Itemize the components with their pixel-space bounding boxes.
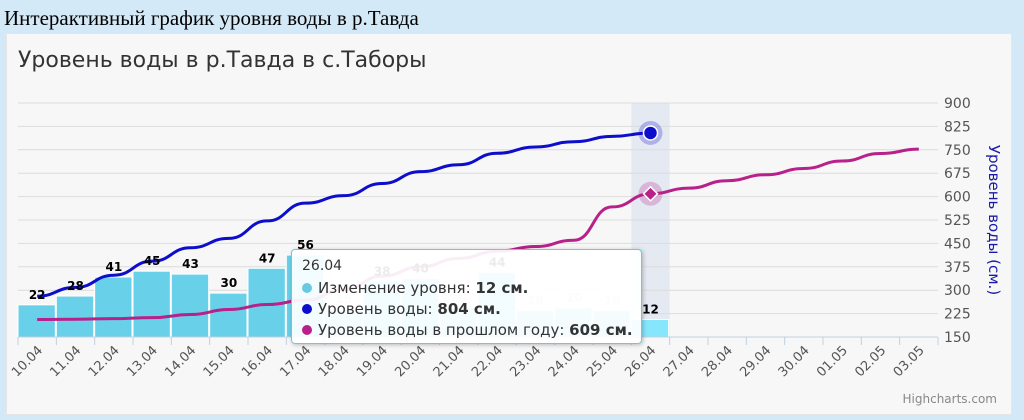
tooltip-date: 26.04 <box>302 258 343 274</box>
x-tick-label: 27.04 <box>661 343 698 380</box>
chart[interactable]: Уровень воды в р.Тавда в с.Таборы 22 28 41… <box>7 34 1011 414</box>
x-tick-label: 22.04 <box>469 343 506 380</box>
tooltip-row-last-year: Уровень воды в прошлом году: 609 см. <box>302 320 633 341</box>
x-tick-label: 11.04 <box>47 343 84 380</box>
bar <box>55 295 95 338</box>
x-tick-label: 16.04 <box>239 343 276 380</box>
bar <box>170 273 210 338</box>
y-tick-label: 300 <box>944 283 971 299</box>
x-tick-label: 30.04 <box>776 343 813 380</box>
series-dot-icon <box>302 324 312 335</box>
tooltip-value: 12 см. <box>475 279 529 297</box>
y-tick-label: 525 <box>944 213 971 229</box>
y-tick-label: 150 <box>944 330 971 346</box>
tooltip-value: 609 см. <box>569 321 633 339</box>
bar <box>209 292 248 338</box>
bar-data-label: 30 <box>220 276 237 290</box>
x-tick-label: 25.04 <box>584 343 621 380</box>
credits-link[interactable]: Highcharts.com <box>902 392 997 406</box>
marker-level <box>642 125 659 141</box>
tooltip-label: Уровень воды в прошлом году: <box>318 321 565 339</box>
y-tick-label: 675 <box>944 166 971 182</box>
x-tick-label: 14.04 <box>162 343 199 380</box>
tooltip-label: Уровень воды: <box>318 300 433 318</box>
tooltip-row-change: Изменение уровня: 12 см. <box>302 278 631 299</box>
bar-data-label: 56 <box>297 238 314 252</box>
bar-data-label: 12 <box>642 302 659 316</box>
tooltip-value: 804 см. <box>437 300 501 318</box>
y-tick-label: 750 <box>944 143 971 159</box>
tooltip-row-level: Уровень воды: 804 см. <box>302 299 631 320</box>
x-tick-label: 03.05 <box>891 343 928 380</box>
y-tick-label: 225 <box>944 307 971 323</box>
x-tick-label: 29.04 <box>737 343 774 380</box>
x-tick-label: 01.05 <box>814 343 851 380</box>
chart-panel: Уровень воды в р.Тавда в с.Таборы 22 28 41… <box>6 33 1012 415</box>
x-tick-label: 20.04 <box>392 343 429 380</box>
y-tick-label: 600 <box>944 190 971 206</box>
bar-data-label: 47 <box>259 251 276 265</box>
x-tick-label: 10.04 <box>9 343 46 380</box>
x-tick-label: 26.04 <box>622 343 659 380</box>
x-tick-label: 13.04 <box>124 343 161 380</box>
x-tick-label: 12.04 <box>86 343 123 380</box>
x-tick-label: 02.05 <box>852 343 889 380</box>
series-dot-icon <box>302 282 312 293</box>
x-tick-label: 15.04 <box>201 343 238 380</box>
series-dot-icon <box>302 303 312 314</box>
bar <box>132 270 171 338</box>
marker-last-year <box>642 185 659 202</box>
x-tick-label: 18.04 <box>316 343 353 380</box>
bar-data-label: 43 <box>182 257 199 271</box>
bar <box>94 276 133 338</box>
x-tick-label: 28.04 <box>699 343 736 380</box>
x-tick-label: 19.04 <box>354 343 391 380</box>
y-tick-label: 900 <box>944 96 971 112</box>
bar-data-label: 45 <box>144 254 161 268</box>
tooltip-label: Изменение уровня: <box>318 279 471 297</box>
x-tick-label: 23.04 <box>507 343 544 380</box>
bar-data-label: 41 <box>105 260 122 274</box>
page-heading: Интерактивный график уровня воды в р.Тав… <box>4 6 419 30</box>
y-tick-label: 450 <box>944 236 971 252</box>
y-tick-label: 375 <box>944 260 971 276</box>
y-tick-label: 825 <box>944 119 971 135</box>
series-line-level <box>37 131 651 298</box>
y-axis-title: Уровень воды (см.) <box>985 145 1003 295</box>
x-tick-label: 24.04 <box>546 343 583 380</box>
bar-data-label: 28 <box>67 279 84 293</box>
chart-title: Уровень воды в р.Тавда в с.Таборы <box>18 48 427 73</box>
x-tick-label: 17.04 <box>277 343 314 380</box>
tooltip: 26.04 Изменение уровня: 12 см. Уровень в… <box>291 249 642 344</box>
markers <box>638 120 663 206</box>
x-tick-label: 21.04 <box>431 343 468 380</box>
bar-data-label: 22 <box>29 288 46 302</box>
